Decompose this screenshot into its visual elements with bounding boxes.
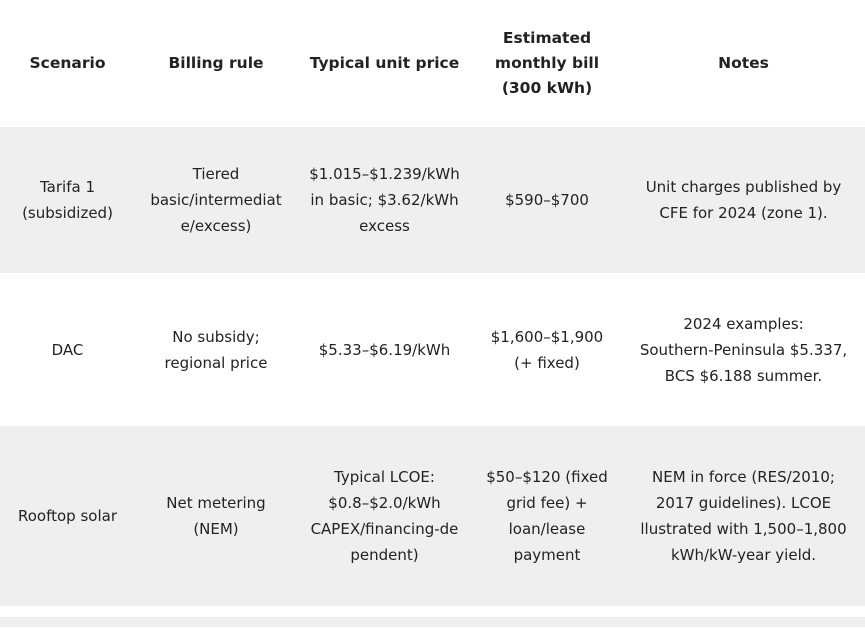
cell-billing-rule: Tiered basic/intermediat e/excess) — [150, 165, 282, 235]
partial-next-row-stripe — [0, 617, 865, 627]
cell-typical-unit-price: Typical LCOE: $0.8–$2.0/kWh CAPEX/financ… — [310, 468, 459, 564]
row-separator — [0, 606, 865, 617]
cell-estimated-monthly-bill: $1,600–$1,900 (+ fixed) — [490, 327, 604, 372]
cell-scenario: DAC — [51, 340, 84, 359]
column-header-notes: Notes — [718, 54, 769, 72]
table-row-rooftop-solar: Rooftop solar Net metering (NEM) Typical… — [0, 426, 865, 606]
column-header-scenario: Scenario — [29, 54, 106, 72]
cell-notes: NEM in force (RES/2010; 2017 guidelines)… — [640, 468, 847, 564]
column-header-billing-rule: Billing rule — [168, 54, 264, 72]
cell-estimated-monthly-bill: $50–$120 (fixed grid fee) + loan/lease p… — [486, 468, 608, 564]
table-header-row: Scenario Billing rule Typical unit price… — [0, 0, 865, 127]
column-header-typical-unit-price: Typical unit price — [309, 54, 460, 72]
column-header-estimated-monthly-bill: Estimated monthly bill (300 kWh) — [494, 29, 600, 97]
cell-typical-unit-price: $1.015–$1.239/kWh in basic; $3.62/kWh ex… — [309, 165, 460, 235]
cell-estimated-monthly-bill: $590–$700 — [505, 191, 589, 209]
cell-typical-unit-price: $5.33–$6.19/kWh — [318, 340, 451, 359]
table-row-tarifa-1: Tarifa 1 (subsidized) Tiered basic/inter… — [0, 127, 865, 273]
cell-billing-rule: Net metering (NEM) — [166, 494, 266, 538]
cell-notes: Unit charges published by CFE for 2024 (… — [645, 178, 842, 222]
cell-billing-rule: No subsidy; regional price — [164, 327, 268, 372]
cell-scenario: Tarifa 1 (subsidized) — [22, 178, 113, 222]
cell-scenario: Rooftop solar — [18, 507, 117, 525]
table-row-dac: DAC No subsidy; regional price $5.33–$6.… — [0, 273, 865, 426]
cell-notes: 2024 examples: Southern-Peninsula $5.337… — [639, 314, 848, 385]
